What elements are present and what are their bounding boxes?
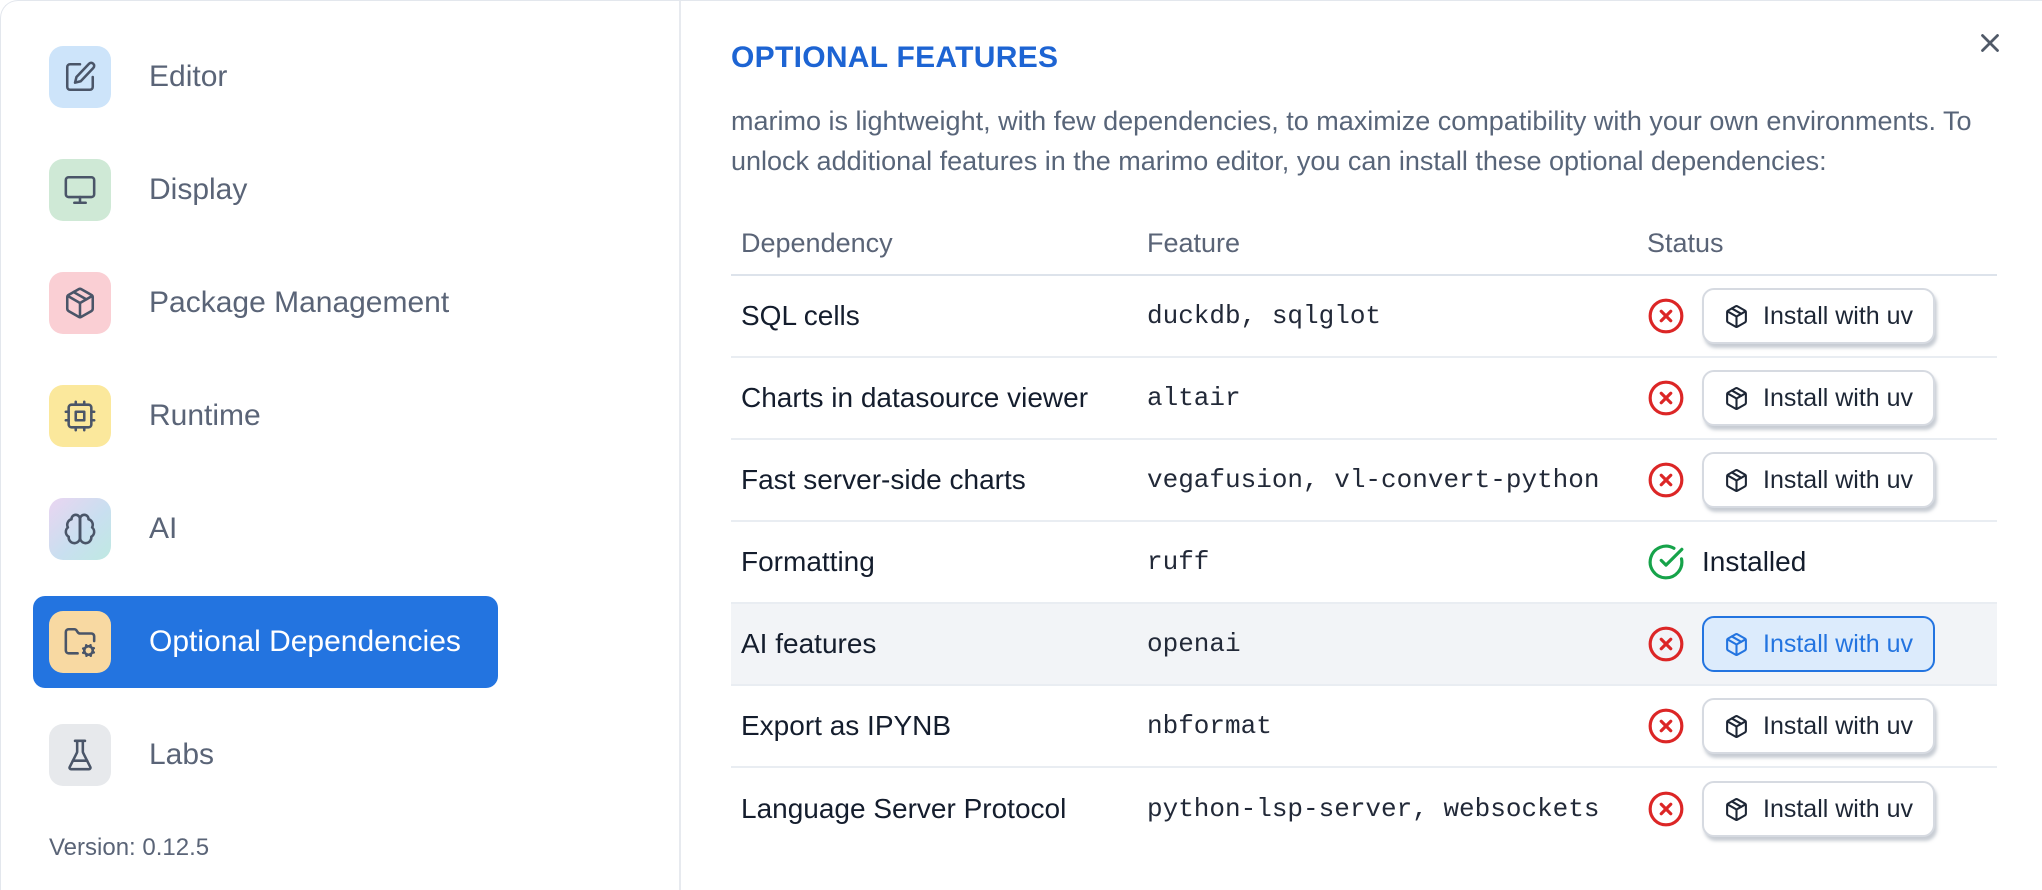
package-icon (1724, 304, 1749, 329)
package-icon (1724, 714, 1749, 739)
not-installed-icon (1647, 297, 1685, 335)
table-row: Language Server Protocol python-lsp-serv… (731, 768, 1997, 850)
sidebar-item-label: Runtime (149, 399, 261, 432)
install-with-uv-button[interactable]: Install with uv (1702, 288, 1936, 344)
sidebar-item-optional-dependencies[interactable]: Optional Dependencies (33, 596, 498, 688)
table-body: SQL cells duckdb, sqlglot Install with u… (731, 276, 1997, 850)
install-button-label: Install with uv (1763, 629, 1914, 658)
column-header-feature: Feature (1147, 227, 1241, 258)
dependency-name: SQL cells (741, 300, 860, 331)
page-title: OPTIONAL FEATURES (731, 41, 1059, 74)
install-button-label: Install with uv (1763, 383, 1914, 412)
dependency-name: Charts in datasource viewer (741, 382, 1089, 413)
optional-features-panel: OPTIONAL FEATURES marimo is lightweight,… (681, 1, 2042, 890)
sidebar-item-label: Package Management (149, 286, 450, 319)
package-icon (49, 272, 111, 334)
install-with-uv-button[interactable]: Install with uv (1702, 616, 1936, 672)
status-cell: Install with uv (1637, 781, 1997, 837)
sidebar-item-label: Display (149, 173, 248, 206)
install-with-uv-button[interactable]: Install with uv (1702, 698, 1936, 754)
install-with-uv-button[interactable]: Install with uv (1702, 370, 1936, 426)
dependency-name: Fast server-side charts (741, 464, 1026, 495)
table-row: Export as IPYNB nbformat Install with uv (731, 686, 1997, 768)
dependency-name: Export as IPYNB (741, 710, 952, 741)
installed-label: Installed (1702, 546, 1807, 577)
install-with-uv-button[interactable]: Install with uv (1702, 452, 1936, 508)
table-header-row: Dependency Feature Status (731, 212, 1997, 276)
flask-icon (49, 724, 111, 786)
sidebar-item-runtime[interactable]: Runtime (33, 370, 498, 462)
table-row: Charts in datasource viewer altair Insta… (731, 358, 1997, 440)
status-cell: Install with uv (1637, 288, 1997, 344)
not-installed-icon (1647, 461, 1685, 499)
install-button-label: Install with uv (1763, 794, 1914, 823)
sidebar-item-label: Editor (149, 60, 228, 93)
sidebar-item-label: Optional Dependencies (149, 625, 461, 658)
table-row: Formatting ruff Installed (731, 522, 1997, 604)
status-cell: Install with uv (1637, 616, 1997, 672)
status-cell: Installed (1637, 543, 1997, 581)
installed-check-icon (1647, 543, 1685, 581)
sidebar-item-display[interactable]: Display (33, 144, 498, 236)
brain-icon (49, 498, 111, 560)
folder-cog-icon (49, 611, 111, 673)
sidebar-item-editor[interactable]: Editor (33, 31, 498, 123)
sidebar-item-labs[interactable]: Labs (33, 709, 498, 801)
column-header-status: Status (1647, 227, 1724, 258)
feature-packages: ruff (1147, 547, 1210, 577)
install-with-uv-button[interactable]: Install with uv (1702, 781, 1936, 837)
sidebar-item-package-management[interactable]: Package Management (33, 257, 498, 349)
feature-packages: vegafusion, vl-convert-python (1147, 465, 1600, 495)
not-installed-icon (1647, 625, 1685, 663)
status-cell: Install with uv (1637, 698, 1997, 754)
install-button-label: Install with uv (1763, 301, 1914, 330)
column-header-dependency: Dependency (741, 227, 893, 258)
dependency-name: Formatting (741, 546, 875, 577)
edit-icon (49, 46, 111, 108)
package-icon (1724, 468, 1749, 493)
panel-description: marimo is lightweight, with few dependen… (731, 106, 1972, 176)
dependency-name: Language Server Protocol (741, 793, 1067, 824)
not-installed-icon (1647, 379, 1685, 417)
install-button-label: Install with uv (1763, 465, 1914, 494)
sidebar-item-label: AI (149, 512, 178, 545)
install-button-label: Install with uv (1763, 711, 1914, 740)
package-icon (1724, 386, 1749, 411)
feature-packages: nbformat (1147, 711, 1272, 741)
sidebar-item-ai[interactable]: AI (33, 483, 498, 575)
feature-packages: openai (1147, 629, 1241, 659)
version-label: Version: 0.12.5 (49, 834, 210, 861)
feature-packages: altair (1147, 383, 1241, 413)
not-installed-icon (1647, 707, 1685, 745)
not-installed-icon (1647, 790, 1685, 828)
table-row: AI features openai Install with uv (731, 604, 1997, 686)
table-row: Fast server-side charts vegafusion, vl-c… (731, 440, 1997, 522)
dependency-name: AI features (741, 628, 877, 659)
cpu-icon (49, 385, 111, 447)
package-icon (1724, 632, 1749, 657)
package-icon (1724, 797, 1749, 822)
feature-packages: duckdb, sqlglot (1147, 301, 1382, 331)
sidebar-item-label: Labs (149, 738, 215, 771)
status-cell: Install with uv (1637, 452, 1997, 508)
settings-sidebar: Editor Display Package Management Runtim… (1, 1, 681, 890)
sidebar-nav: Editor Display Package Management Runtim… (1, 31, 679, 801)
close-icon[interactable] (1972, 25, 2008, 61)
monitor-icon (49, 159, 111, 221)
dependencies-table: Dependency Feature Status SQL cells duck… (731, 212, 1997, 850)
feature-packages: python-lsp-server, websockets (1147, 794, 1600, 824)
table-row: SQL cells duckdb, sqlglot Install with u… (731, 276, 1997, 358)
status-cell: Install with uv (1637, 370, 1997, 426)
